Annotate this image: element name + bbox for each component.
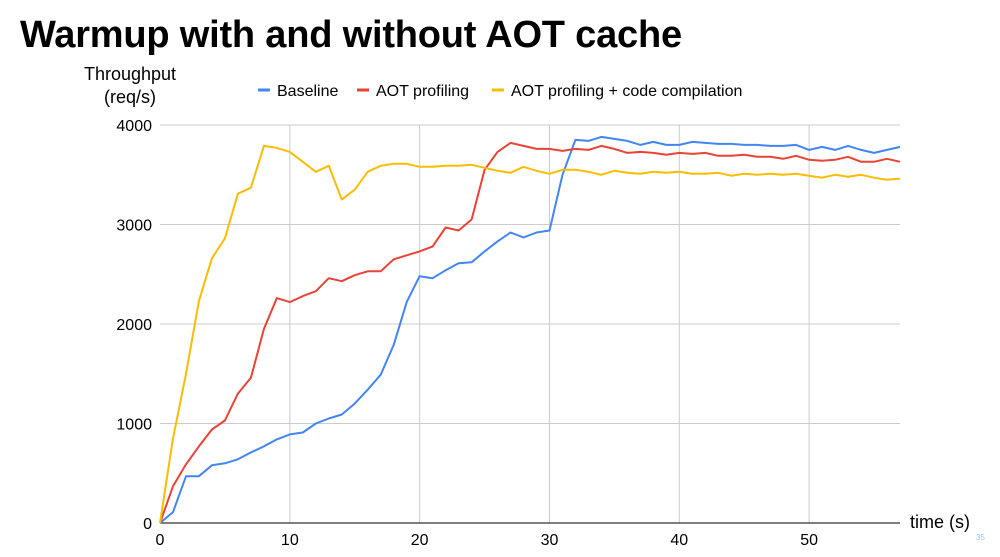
x-axis-ticks: 0 10 20 30 40 50 (156, 532, 819, 549)
series-line-1 (159, 135, 901, 524)
y-tick-label: 1000 (116, 417, 152, 434)
y-tick-label: 2000 (116, 317, 152, 334)
x-tick-label: 0 (156, 532, 165, 549)
chart-legend: Baseline AOT profiling AOT profiling + cod… (258, 83, 742, 100)
y-axis-title-line1: Throughput (84, 64, 176, 84)
x-tick-label: 40 (670, 532, 688, 549)
y-axis-title-line2: (req/s) (104, 87, 156, 107)
legend-label: AOT profiling (376, 83, 469, 100)
y-axis-ticks: 0 1000 2000 3000 4000 (116, 118, 152, 533)
series-line-2 (159, 141, 901, 524)
x-axis-title: time (s) (910, 512, 970, 532)
legend-label: AOT profiling + code compilation (511, 83, 742, 100)
x-tick-label: 30 (541, 532, 559, 549)
y-tick-label: 0 (143, 516, 152, 533)
chart-series-lines (159, 135, 901, 524)
legend-label: Baseline (277, 83, 338, 100)
y-tick-label: 4000 (116, 118, 152, 135)
x-tick-label: 20 (411, 532, 429, 549)
slide-number: 35 (976, 533, 985, 542)
series-line-3 (159, 144, 901, 524)
chart-grid (160, 124, 900, 523)
slide-title: Warmup with and without AOT cache (20, 14, 682, 56)
x-tick-label: 10 (281, 532, 299, 549)
x-tick-label: 50 (800, 532, 818, 549)
y-tick-label: 3000 (116, 218, 152, 235)
